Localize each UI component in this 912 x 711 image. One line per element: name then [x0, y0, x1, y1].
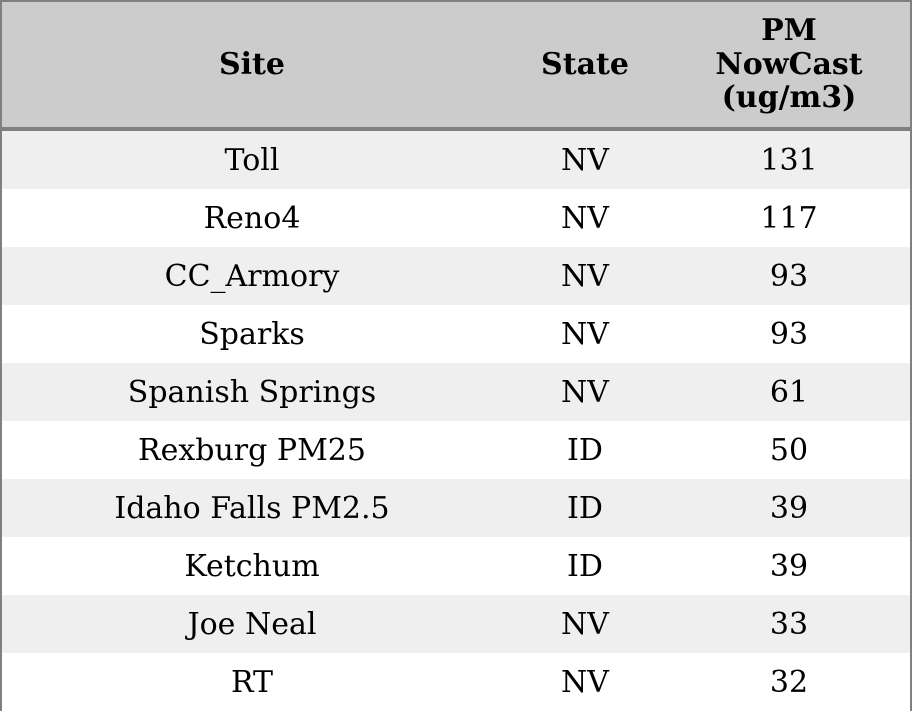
cell-pm-nowcast: 93 — [668, 305, 910, 363]
table-header: Site State PM NowCast (ug/m3) — [2, 2, 910, 131]
cell-pm-nowcast: 39 — [668, 479, 910, 537]
table-row[interactable]: Toll NV 131 — [2, 129, 910, 189]
cell-site: Ketchum — [2, 537, 502, 595]
column-header-pm-nowcast-line1: PM — [761, 13, 817, 49]
cell-state: NV — [502, 247, 668, 305]
column-header-state-label: State — [541, 46, 629, 82]
cell-pm-nowcast: 117 — [668, 189, 910, 247]
table-row[interactable]: CC_Armory NV 93 — [2, 247, 910, 305]
cell-state: NV — [502, 653, 668, 711]
cell-pm-nowcast: 32 — [668, 653, 910, 711]
cell-pm-nowcast: 93 — [668, 247, 910, 305]
cell-site: Rexburg PM25 — [2, 421, 502, 479]
cell-state: NV — [502, 305, 668, 363]
cell-site: CC_Armory — [2, 247, 502, 305]
cell-state: NV — [502, 363, 668, 421]
cell-state: ID — [502, 537, 668, 595]
column-header-site[interactable]: Site — [2, 2, 502, 131]
table-body: Toll NV 131 Reno4 NV 117 CC_Armory NV 93… — [2, 129, 910, 711]
table-row[interactable]: RT NV 32 — [2, 653, 910, 711]
cell-state: ID — [502, 421, 668, 479]
table-row[interactable]: Ketchum ID 39 — [2, 537, 910, 595]
cell-pm-nowcast: 61 — [668, 363, 910, 421]
cell-site: Sparks — [2, 305, 502, 363]
cell-site: Reno4 — [2, 189, 502, 247]
column-header-pm-nowcast-line3: (ug/m3) — [721, 80, 857, 116]
cell-pm-nowcast: 131 — [668, 129, 910, 189]
cell-site: RT — [2, 653, 502, 711]
cell-state: NV — [502, 595, 668, 653]
table-row[interactable]: Rexburg PM25 ID 50 — [2, 421, 910, 479]
cell-pm-nowcast: 33 — [668, 595, 910, 653]
table-row[interactable]: Idaho Falls PM2.5 ID 39 — [2, 479, 910, 537]
cell-state: ID — [502, 479, 668, 537]
cell-site: Idaho Falls PM2.5 — [2, 479, 502, 537]
cell-site: Toll — [2, 129, 502, 189]
column-header-state[interactable]: State — [502, 2, 668, 131]
cell-pm-nowcast: 50 — [668, 421, 910, 479]
column-header-pm-nowcast-line2: NowCast — [715, 46, 863, 82]
cell-pm-nowcast: 39 — [668, 537, 910, 595]
column-header-site-label: Site — [218, 46, 285, 82]
cell-site: Joe Neal — [2, 595, 502, 653]
table-row[interactable]: Sparks NV 93 — [2, 305, 910, 363]
cell-state: NV — [502, 189, 668, 247]
table-row[interactable]: Reno4 NV 117 — [2, 189, 910, 247]
cell-state: NV — [502, 129, 668, 189]
cell-site: Spanish Springs — [2, 363, 502, 421]
table-row[interactable]: Joe Neal NV 33 — [2, 595, 910, 653]
column-header-pm-nowcast[interactable]: PM NowCast (ug/m3) — [668, 2, 910, 131]
table-header-row: Site State PM NowCast (ug/m3) — [2, 2, 910, 131]
table-row[interactable]: Spanish Springs NV 61 — [2, 363, 910, 421]
